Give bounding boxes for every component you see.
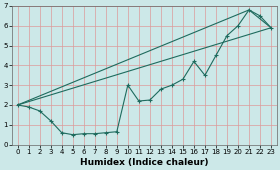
X-axis label: Humidex (Indice chaleur): Humidex (Indice chaleur) (80, 158, 209, 167)
